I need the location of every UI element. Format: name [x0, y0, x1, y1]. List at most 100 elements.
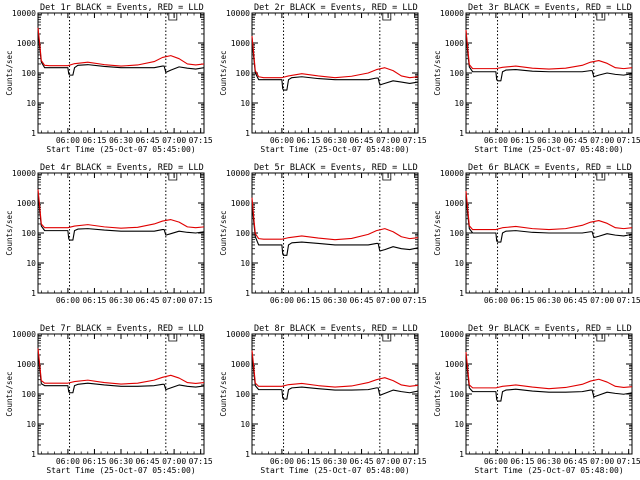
x-tick-label: 07:00 [162, 136, 186, 145]
x-axis-label: Start Time (25-Oct-07 05:45:00) [46, 466, 195, 475]
y-tick-label: 10000 [440, 9, 464, 18]
plot-frame [37, 172, 205, 294]
y-tick-label: 1 [31, 129, 36, 138]
y-tick-label: 1 [31, 450, 36, 459]
y-axis-label: Counts/sec [433, 371, 442, 416]
panel-det-1r: Det 1r BLACK = Events, RED = LLD Counts/s… [5, 3, 213, 154]
x-tick-label: 06:00 [56, 296, 80, 305]
x-tick-label: 06:30 [537, 457, 561, 466]
panel-title: Det 7r BLACK = Events, RED = LLD [40, 324, 204, 334]
x-axis-label: Start Time (25-Oct-07 05:48:00) [260, 466, 409, 475]
panel-det-9r: Det 9r BLACK = Events, RED = LLD Counts/s… [433, 324, 640, 475]
panel-title: Det 2r BLACK = Events, RED = LLD [254, 3, 418, 13]
x-tick-label: 06:15 [296, 136, 320, 145]
y-tick-label: 100 [22, 229, 37, 238]
y-tick-label: 100 [450, 229, 465, 238]
x-tick-label: 07:00 [162, 457, 186, 466]
x-tick-label: 06:15 [82, 457, 106, 466]
panel-det-2r: Det 2r BLACK = Events, RED = LLD Counts/s… [219, 3, 427, 154]
x-tick-label: 07:15 [617, 296, 640, 305]
y-tick-label: 1 [245, 289, 250, 298]
x-tick-label: 07:00 [590, 136, 614, 145]
panel-title: Det 4r BLACK = Events, RED = LLD [40, 163, 204, 173]
x-tick-label: 06:30 [109, 457, 133, 466]
panel-title: Det 9r BLACK = Events, RED = LLD [468, 324, 632, 334]
series-line-lld [37, 348, 205, 385]
series-line-events [251, 37, 419, 91]
x-tick-label: 06:15 [510, 136, 534, 145]
series-line-events [251, 352, 419, 400]
y-axis-label: Counts/sec [219, 50, 228, 95]
x-tick-label: 06:00 [484, 457, 508, 466]
y-tick-label: 1 [459, 129, 464, 138]
series-line-events [37, 349, 205, 394]
panel-title: Det 3r BLACK = Events, RED = LLD [468, 3, 632, 13]
x-tick-label: 06:15 [510, 296, 534, 305]
panel-title: Det 1r BLACK = Events, RED = LLD [40, 3, 204, 13]
y-tick-label: 1000 [445, 199, 464, 208]
x-tick-label: 06:30 [109, 136, 133, 145]
y-tick-label: 100 [22, 69, 37, 78]
y-tick-label: 1 [245, 450, 250, 459]
y-tick-label: 1000 [231, 360, 250, 369]
y-tick-label: 100 [450, 69, 465, 78]
y-tick-label: 10 [454, 99, 464, 108]
y-tick-label: 10000 [226, 9, 250, 18]
x-axis-label: Start Time (25-Oct-07 05:45:00) [46, 145, 195, 154]
y-tick-label: 1000 [231, 39, 250, 48]
series-line-events [37, 191, 205, 241]
x-tick-label: 06:30 [323, 457, 347, 466]
series-line-lld [465, 30, 633, 70]
y-tick-label: 100 [236, 69, 251, 78]
x-tick-label: 06:45 [350, 457, 374, 466]
y-tick-label: 100 [22, 390, 37, 399]
y-tick-label: 10000 [226, 330, 250, 339]
panel-title: Det 8r BLACK = Events, RED = LLD [254, 324, 418, 334]
x-axis-label: Start Time (25-Oct-07 05:48:00) [474, 145, 623, 154]
x-tick-label: 06:00 [484, 136, 508, 145]
x-tick-label: 07:00 [162, 296, 186, 305]
x-tick-label: 06:15 [296, 296, 320, 305]
plot-frame [251, 12, 419, 134]
y-tick-label: 1000 [17, 199, 36, 208]
x-tick-label: 07:15 [403, 457, 427, 466]
x-tick-label: 06:45 [136, 457, 160, 466]
marker-bracket [382, 173, 392, 181]
x-axis-label: Start Time (25-Oct-07 05:48:00) [474, 466, 623, 475]
x-tick-label: 06:00 [56, 457, 80, 466]
series-line-events [251, 200, 419, 256]
y-tick-label: 100 [236, 390, 251, 399]
y-axis-label: Counts/sec [5, 50, 14, 95]
x-tick-label: 06:00 [270, 136, 294, 145]
x-tick-label: 07:00 [590, 457, 614, 466]
x-tick-label: 07:00 [376, 136, 400, 145]
plot-frame [37, 12, 205, 134]
y-tick-label: 10 [240, 99, 250, 108]
y-axis-label: Counts/sec [5, 210, 14, 255]
x-tick-label: 07:15 [403, 136, 427, 145]
x-tick-label: 06:00 [56, 136, 80, 145]
marker-bracket [168, 173, 178, 181]
x-tick-label: 06:15 [510, 457, 534, 466]
series-line-events [37, 28, 205, 76]
panel-det-7r: Det 7r BLACK = Events, RED = LLD Counts/s… [5, 324, 213, 475]
series-line-lld [251, 36, 419, 79]
y-tick-label: 10 [26, 259, 36, 268]
x-tick-label: 06:30 [323, 296, 347, 305]
x-tick-label: 06:00 [484, 296, 508, 305]
x-tick-label: 06:45 [564, 296, 588, 305]
plot-frame [465, 333, 633, 455]
plot-frame [251, 333, 419, 455]
panel-det-6r: Det 6r BLACK = Events, RED = LLD Counts/s… [433, 163, 640, 305]
plot-frame [251, 172, 419, 294]
x-tick-label: 06:45 [564, 136, 588, 145]
y-tick-label: 10000 [226, 169, 250, 178]
x-tick-label: 06:15 [82, 296, 106, 305]
x-tick-label: 07:00 [376, 457, 400, 466]
y-tick-label: 10 [240, 420, 250, 429]
series-line-lld [465, 191, 633, 231]
y-tick-label: 10000 [12, 9, 36, 18]
y-tick-label: 10 [26, 99, 36, 108]
x-tick-label: 07:15 [189, 296, 213, 305]
